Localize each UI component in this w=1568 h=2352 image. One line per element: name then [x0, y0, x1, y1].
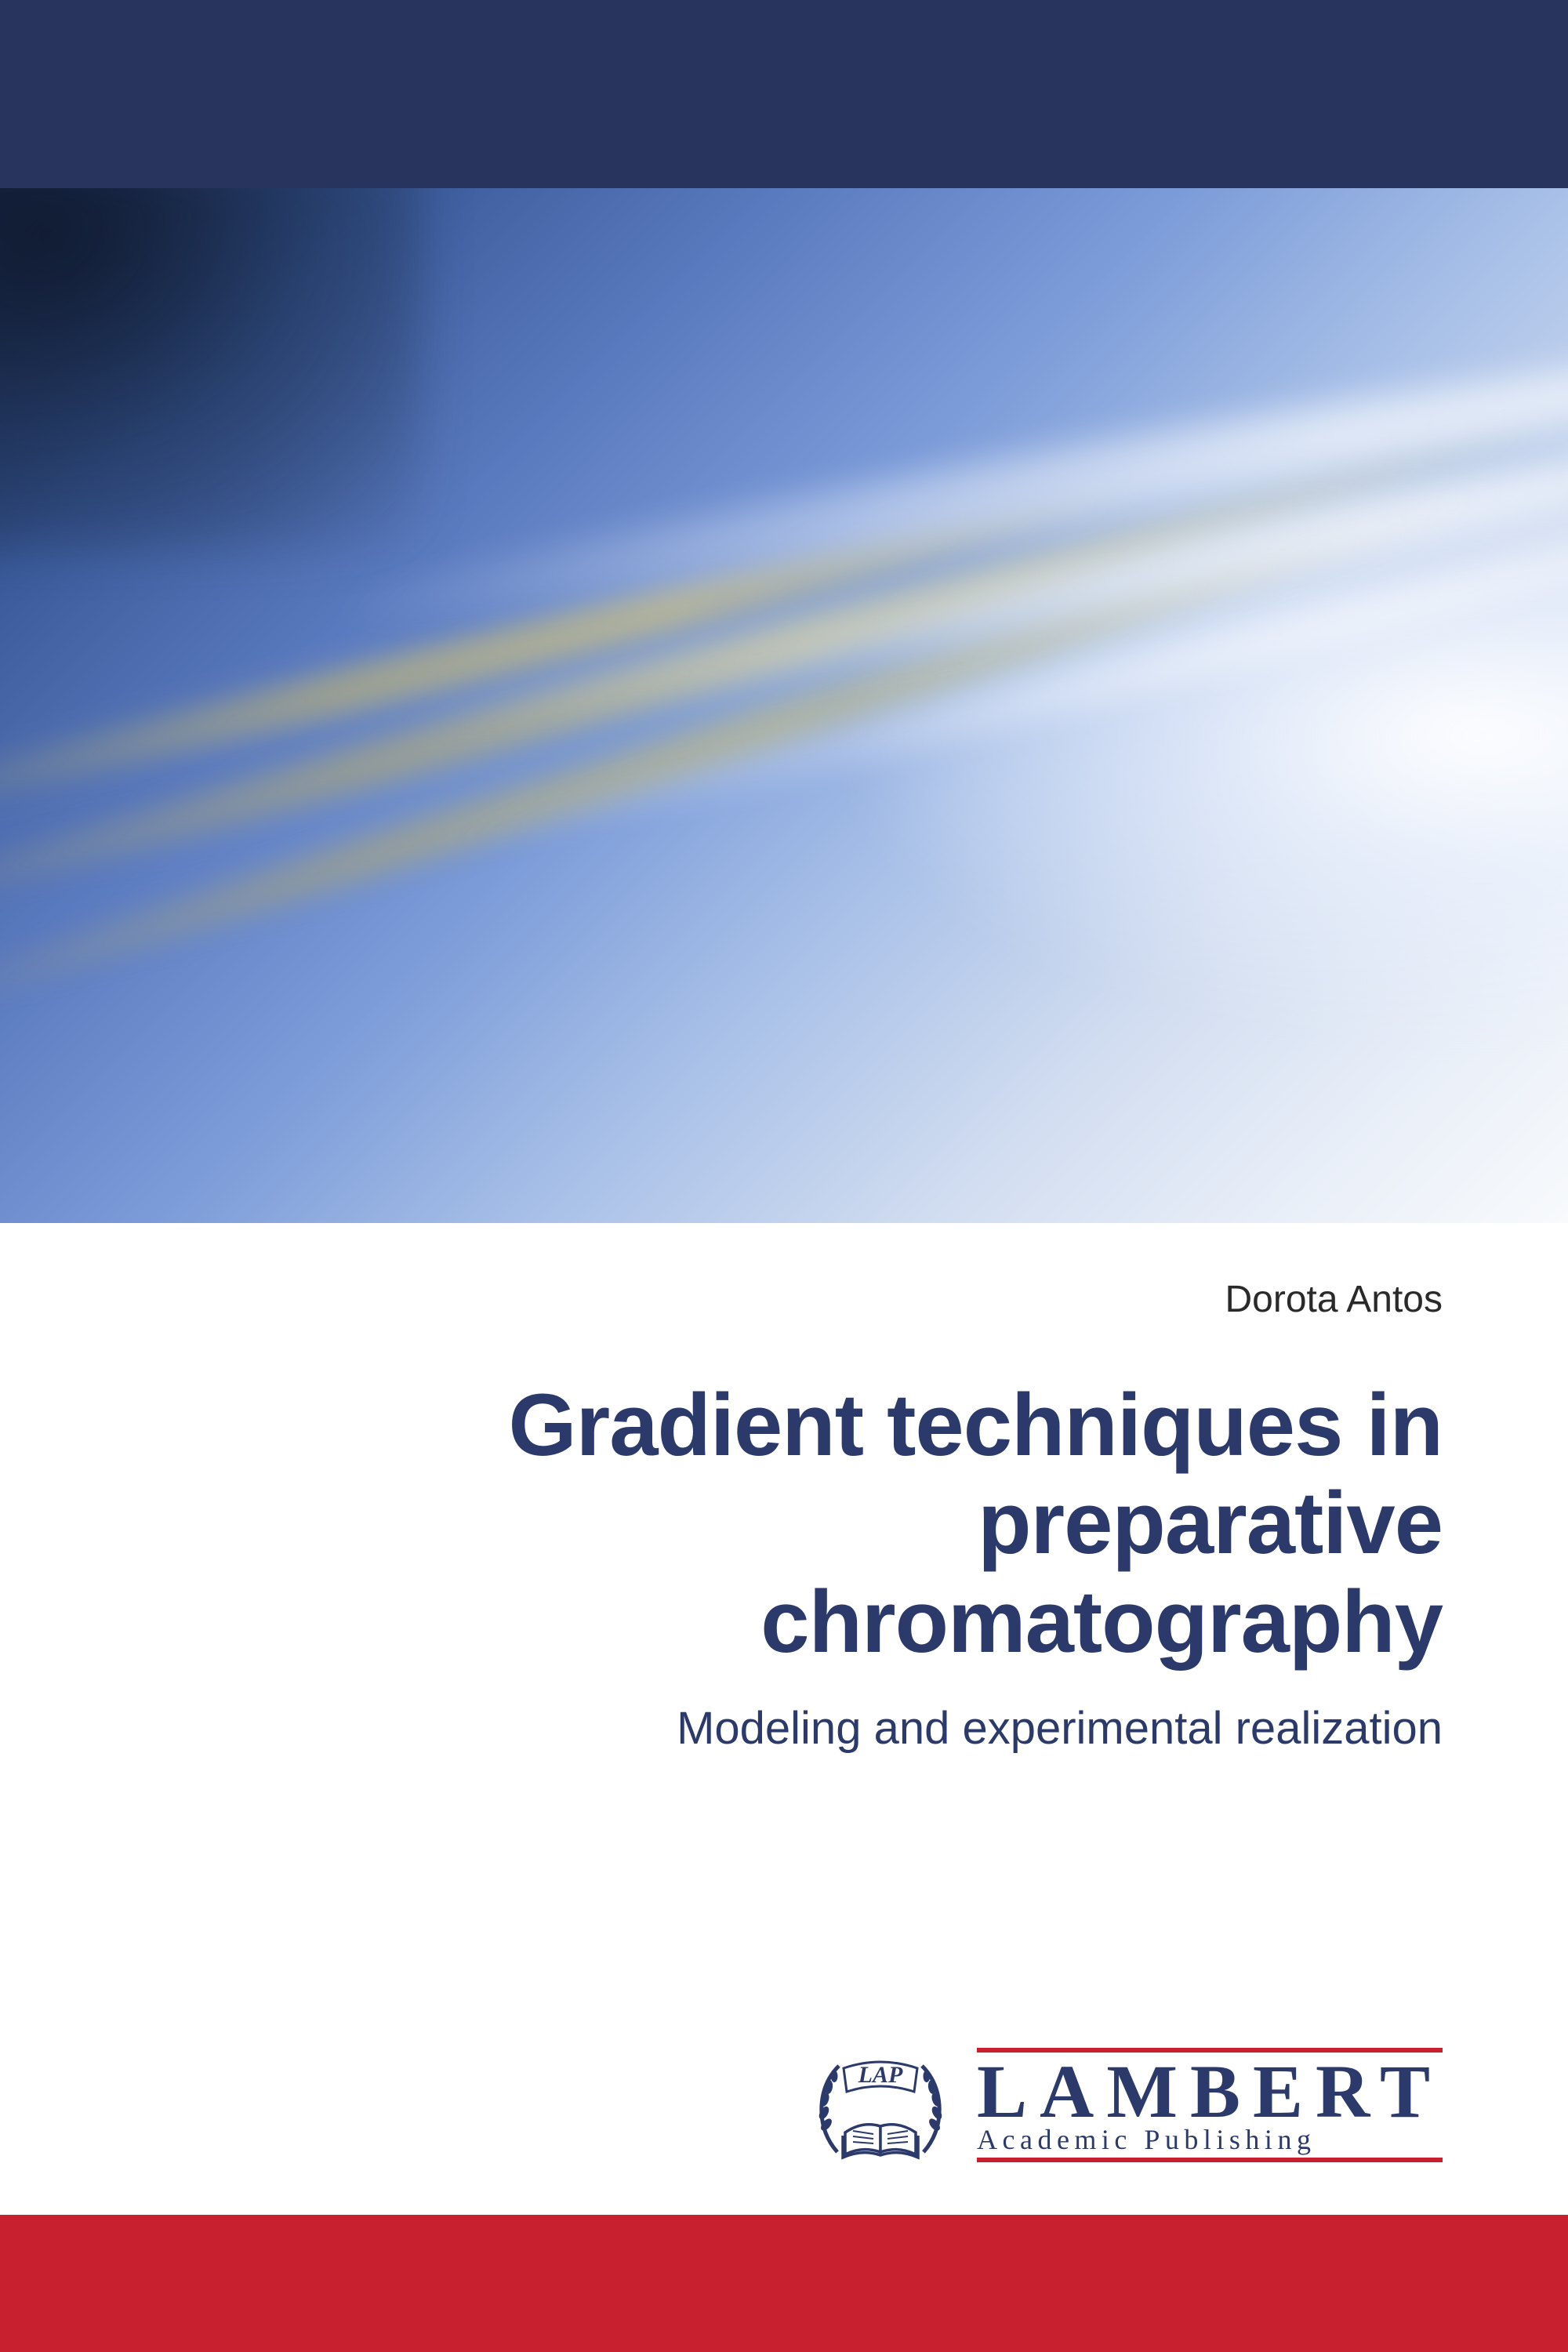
title-line: chromatography [760, 1573, 1443, 1671]
cover-text-area: Dorota Antos Gradient techniques in prep… [0, 1223, 1568, 1755]
top-color-band [0, 0, 1568, 188]
book-subtitle: Modeling and experimental realization [125, 1702, 1443, 1755]
hero-motion-image [0, 188, 1568, 1223]
publisher-name: LAMBERT [977, 2057, 1443, 2126]
dark-corner-vignette [0, 188, 423, 550]
publisher-logo-icon: LAP [806, 2046, 955, 2164]
author-name: Dorota Antos [125, 1278, 1443, 1321]
title-line: preparative [978, 1474, 1443, 1572]
motion-streaks [0, 188, 1568, 1223]
title-line: Gradient techniques in [508, 1376, 1443, 1474]
logo-badge-text: LAP [858, 2062, 903, 2088]
publisher-text: LAMBERT Academic Publishing [977, 2048, 1443, 2162]
publisher-block: LAP LAMBERT Academic Publishing [806, 2046, 1443, 2164]
book-title: Gradient techniques in preparative chrom… [125, 1376, 1443, 1671]
bottom-color-band [0, 2215, 1568, 2352]
